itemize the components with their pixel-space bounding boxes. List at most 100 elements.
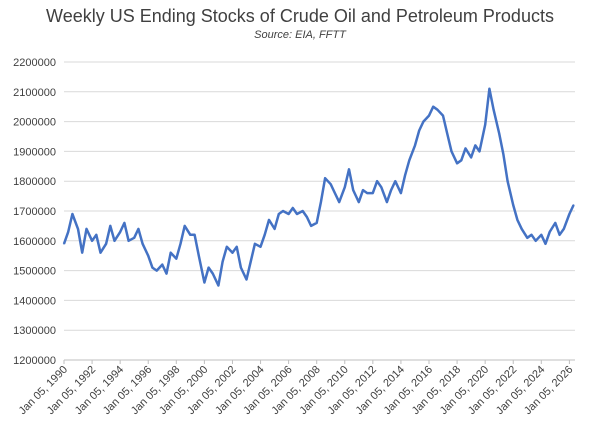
data-point (488, 88, 491, 90)
data-point (478, 150, 481, 153)
data-point (390, 189, 392, 191)
data-point (179, 243, 182, 245)
data-point (105, 243, 107, 245)
data-point (147, 254, 149, 257)
data-point (428, 114, 430, 117)
data-point (278, 213, 280, 215)
data-point (520, 228, 523, 230)
data-point (273, 228, 276, 230)
data-point (554, 222, 557, 224)
data-point (310, 225, 312, 227)
data-point (81, 251, 83, 254)
data-point (249, 260, 252, 263)
data-point (207, 266, 210, 269)
data-point (540, 234, 543, 236)
data-point (432, 105, 435, 108)
data-point (568, 213, 571, 215)
y-tick-label: 1200000 (13, 355, 56, 367)
data-point (418, 129, 421, 132)
data-point (474, 144, 477, 147)
y-tick-label: 1500000 (13, 266, 56, 278)
data-point (231, 251, 234, 254)
data-point (141, 243, 144, 245)
data-point (63, 243, 65, 245)
data-point (254, 243, 256, 245)
data-point (352, 189, 355, 191)
data-point (183, 225, 186, 227)
y-tick-label: 1400000 (13, 295, 56, 307)
chart-title: Weekly US Ending Stocks of Crude Oil and… (46, 6, 554, 26)
data-point (338, 201, 341, 203)
gridlines (64, 61, 575, 331)
data-point (77, 228, 79, 230)
data-point (217, 284, 220, 287)
data-point (245, 278, 248, 281)
data-point (165, 272, 168, 275)
data-point (99, 251, 102, 254)
data-point (380, 186, 383, 188)
data-point (203, 281, 206, 284)
data-point (358, 201, 360, 203)
data-point (366, 192, 369, 194)
data-point (296, 213, 298, 215)
y-tick-label: 1300000 (13, 325, 56, 337)
data-point (484, 123, 487, 126)
data-point (334, 192, 336, 194)
data-point (348, 168, 350, 171)
data-point (212, 272, 214, 275)
data-point (91, 240, 93, 242)
data-point (287, 213, 290, 215)
data-point (530, 234, 533, 236)
data-point (127, 240, 130, 242)
data-point (386, 201, 388, 203)
data-point (414, 144, 416, 147)
data-point (221, 260, 224, 263)
data-point (498, 132, 501, 135)
data-point (534, 240, 537, 242)
series-line (62, 87, 575, 287)
data-point (502, 153, 505, 156)
data-point (492, 108, 495, 111)
data-point (226, 246, 228, 248)
data-point (119, 231, 121, 233)
data-point (306, 216, 308, 218)
data-point (558, 234, 561, 236)
data-point (85, 228, 88, 230)
chart-subtitle: Source: EIA, FFTT (254, 29, 346, 41)
data-point (376, 180, 378, 182)
data-point (324, 177, 326, 179)
data-point (548, 231, 551, 233)
data-point (198, 254, 200, 257)
data-point (516, 219, 519, 221)
data-point (193, 234, 196, 236)
data-point (544, 243, 547, 245)
data-point (456, 162, 458, 165)
y-axis-tick-labels: 1200000 1300000 1400000 1500000 1600000 17000… (13, 57, 56, 367)
data-point (109, 225, 112, 227)
data-point (71, 213, 74, 215)
data-point (470, 156, 472, 159)
data-point (113, 240, 116, 242)
series-group (62, 87, 575, 287)
data-point (95, 234, 98, 236)
data-point (329, 183, 332, 185)
data-point (259, 246, 262, 248)
y-tick-label: 1900000 (13, 146, 56, 158)
data-point (344, 186, 346, 188)
data-point (301, 210, 304, 212)
data-point (268, 219, 270, 221)
data-point (123, 222, 126, 224)
data-point (175, 257, 178, 260)
data-point (282, 210, 284, 212)
data-point (526, 237, 529, 239)
data-point (235, 246, 238, 248)
data-point (446, 132, 449, 135)
data-point (572, 204, 575, 206)
data-point (460, 159, 463, 162)
y-tick-label: 1700000 (13, 206, 56, 218)
data-point (161, 263, 164, 266)
data-point (315, 222, 318, 224)
data-point (506, 180, 509, 182)
